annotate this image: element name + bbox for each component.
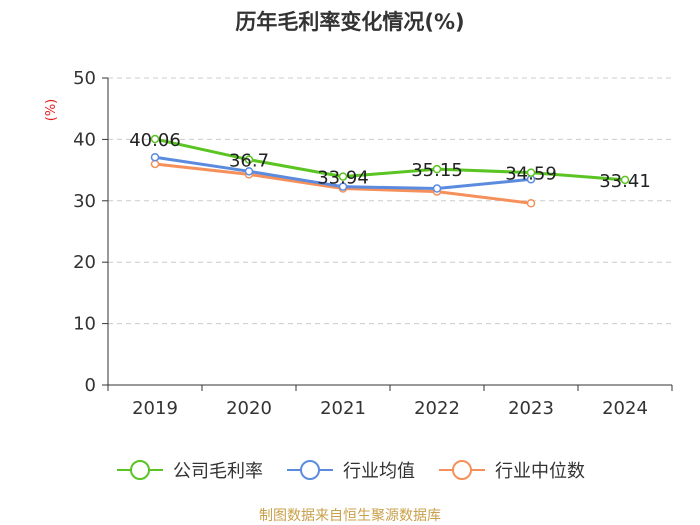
data-point: [150, 134, 160, 144]
x-tick-label: 2024: [602, 398, 648, 419]
legend-swatch: [287, 460, 333, 480]
legend-label: 公司毛利率: [173, 461, 263, 482]
data-point: [244, 155, 254, 164]
data-label: 35.15: [411, 160, 463, 181]
data-point: [526, 199, 536, 208]
legend-label: 行业均值: [343, 461, 415, 482]
data-point: [620, 175, 630, 185]
chart-title: 历年毛利率变化情况(%): [235, 10, 465, 34]
y-tick-label: 20: [73, 252, 96, 273]
y-tick-label: 30: [73, 191, 96, 212]
data-point: [432, 184, 442, 193]
data-point: [432, 164, 442, 174]
data-label: 40.06: [129, 130, 181, 151]
legend-item: 公司毛利率: [115, 457, 263, 483]
data-point: [338, 172, 348, 181]
data-point: [150, 159, 160, 169]
x-tick-label: 2022: [414, 398, 460, 419]
x-tick-label: 2020: [226, 398, 272, 419]
x-tick-label: 2019: [132, 398, 178, 419]
source-note: 制图数据来自恒生聚源数据库: [259, 508, 441, 524]
data-point: [244, 167, 254, 176]
data-point: [150, 152, 160, 162]
data-label: 33.41: [599, 171, 651, 192]
x-tick-label: 2021: [320, 398, 366, 419]
y-tick-label: 0: [85, 375, 96, 396]
legend-swatch: [439, 460, 485, 480]
x-tick-label: 2023: [508, 398, 554, 419]
legend: 公司毛利率 行业均值 行业中位数: [0, 454, 700, 486]
y-tick-label: 40: [73, 129, 96, 150]
series-line: [153, 137, 627, 182]
data-point: [338, 182, 348, 191]
legend-swatch: [117, 460, 163, 480]
data-label: 34.59: [505, 164, 557, 185]
data-label: 36.7: [229, 151, 269, 172]
legend-item: 行业均值: [285, 457, 415, 483]
data-label: 33.94: [317, 168, 369, 189]
legend-label: 行业中位数: [495, 461, 585, 482]
y-tick-label: 50: [73, 68, 96, 89]
data-point: [526, 168, 536, 177]
y-tick-label: 10: [73, 314, 96, 335]
legend-item: 行业中位数: [437, 457, 585, 483]
